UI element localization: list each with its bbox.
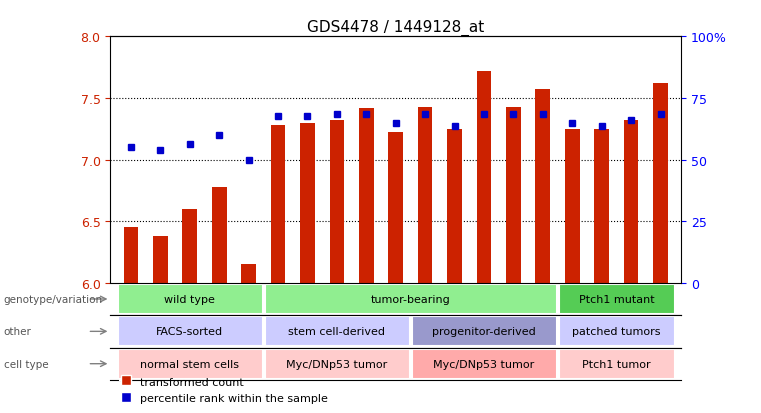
Text: progenitor-derived: progenitor-derived xyxy=(432,327,536,337)
Bar xyxy=(212,187,227,283)
Text: Ptch1 mutant: Ptch1 mutant xyxy=(578,294,654,304)
FancyBboxPatch shape xyxy=(412,349,557,379)
FancyBboxPatch shape xyxy=(118,317,263,347)
Bar xyxy=(123,228,139,283)
Bar xyxy=(418,107,432,283)
Legend: transformed count, percentile rank within the sample: transformed count, percentile rank withi… xyxy=(116,372,333,408)
Bar xyxy=(476,71,492,283)
Bar xyxy=(594,129,609,283)
Text: other: other xyxy=(4,327,32,337)
Text: normal stem cells: normal stem cells xyxy=(140,359,239,369)
Text: Myc/DNp53 tumor: Myc/DNp53 tumor xyxy=(286,359,387,369)
Bar xyxy=(388,133,403,283)
Bar xyxy=(153,236,167,283)
FancyBboxPatch shape xyxy=(559,317,674,347)
FancyBboxPatch shape xyxy=(118,349,263,379)
Bar xyxy=(183,209,197,283)
Bar xyxy=(241,265,256,283)
Bar xyxy=(330,121,344,283)
Text: wild type: wild type xyxy=(164,294,215,304)
FancyBboxPatch shape xyxy=(265,349,410,379)
Bar xyxy=(653,84,668,283)
Text: Ptch1 tumor: Ptch1 tumor xyxy=(582,359,651,369)
Bar xyxy=(447,129,462,283)
Text: Myc/DNp53 tumor: Myc/DNp53 tumor xyxy=(433,359,535,369)
Bar xyxy=(359,109,374,283)
Bar xyxy=(300,123,315,283)
FancyBboxPatch shape xyxy=(559,285,674,314)
Bar xyxy=(624,121,638,283)
FancyBboxPatch shape xyxy=(118,285,263,314)
Text: patched tumors: patched tumors xyxy=(572,327,661,337)
FancyBboxPatch shape xyxy=(265,317,410,347)
Text: genotype/variation: genotype/variation xyxy=(4,294,103,304)
Bar xyxy=(271,126,285,283)
Bar xyxy=(536,90,550,283)
FancyBboxPatch shape xyxy=(412,317,557,347)
Title: GDS4478 / 1449128_at: GDS4478 / 1449128_at xyxy=(307,20,484,36)
FancyBboxPatch shape xyxy=(265,285,557,314)
Bar xyxy=(506,107,521,283)
Text: FACS-sorted: FACS-sorted xyxy=(156,327,223,337)
FancyBboxPatch shape xyxy=(559,349,674,379)
Text: tumor-bearing: tumor-bearing xyxy=(371,294,451,304)
Text: stem cell-derived: stem cell-derived xyxy=(288,327,385,337)
Bar xyxy=(565,129,580,283)
Text: cell type: cell type xyxy=(4,359,49,369)
